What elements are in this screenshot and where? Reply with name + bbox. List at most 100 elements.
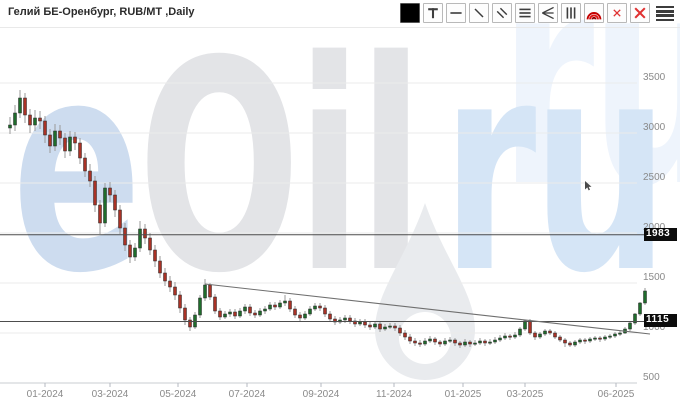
candle-body	[523, 320, 527, 330]
candle-body	[643, 290, 647, 304]
fibonacci-arcs-tool-button[interactable]	[584, 3, 604, 23]
x-axis-label: 03-2024	[92, 389, 129, 400]
text-tool-button[interactable]	[423, 3, 443, 23]
x-axis-label: 07-2024	[229, 389, 266, 400]
candle-body	[103, 187, 107, 224]
candle-body	[323, 307, 327, 315]
candle-body	[158, 260, 162, 274]
candle-body	[598, 337, 602, 340]
candle-body	[418, 342, 422, 345]
candle-body	[373, 323, 377, 328]
watermark-eoil: eOil	[12, 24, 424, 314]
mouse-cursor	[585, 181, 592, 191]
candle-body	[578, 339, 582, 343]
y-axis-label: 2500	[643, 172, 666, 183]
candle-body	[583, 339, 587, 342]
candle-body	[493, 339, 497, 343]
y-axis-label: 1500	[643, 272, 666, 283]
candle-body	[328, 313, 332, 320]
candle-body	[528, 320, 532, 334]
candle-body	[53, 130, 57, 147]
candle-body	[88, 170, 92, 182]
candle-body	[128, 244, 132, 258]
candle-body	[98, 204, 102, 224]
candle-body	[13, 112, 17, 126]
candle-body	[343, 317, 347, 321]
candle-body	[258, 310, 262, 316]
candle-body	[198, 297, 202, 316]
three-vertical-lines-icon	[566, 7, 576, 19]
candle-body	[358, 321, 362, 325]
vertical-lines-tool-button[interactable]	[561, 3, 581, 23]
candle-body	[498, 337, 502, 341]
three-horizontal-lines-icon	[519, 8, 531, 18]
x-axis-label: 11-2024	[376, 389, 412, 400]
x-axis-label: 01-2025	[445, 389, 482, 400]
candle-body	[513, 334, 517, 338]
candle-body	[263, 308, 267, 312]
candle-body	[178, 294, 182, 309]
candle-body	[408, 336, 412, 342]
trend-line	[204, 283, 651, 335]
fan-lines-tool-button[interactable]	[538, 3, 558, 23]
x-axis-label: 03-2025	[507, 389, 544, 400]
candle-body	[428, 338, 432, 342]
candle-body	[138, 228, 142, 249]
candle-body	[413, 340, 417, 344]
candle-body	[83, 157, 87, 172]
candle-body	[473, 342, 477, 345]
candle-body	[633, 313, 637, 324]
candle-body	[58, 130, 62, 139]
candle-body	[163, 272, 167, 282]
candle-body	[543, 330, 547, 335]
candle-body	[253, 312, 257, 316]
candle-body	[398, 327, 402, 334]
candle-body	[638, 302, 642, 315]
delete-all-button[interactable]	[630, 3, 650, 23]
color-swatch-button[interactable]	[400, 3, 420, 23]
candle-body	[308, 308, 312, 315]
candle-body	[553, 332, 557, 338]
watermark-ru-ghost: ru	[500, 0, 680, 251]
candle-body	[28, 114, 32, 126]
candle-body	[93, 180, 97, 206]
delete-selected-button[interactable]	[607, 3, 627, 23]
candle-body	[273, 304, 277, 308]
candle-body	[563, 339, 567, 344]
candle-body	[218, 310, 222, 318]
trend-line-tool-button[interactable]	[469, 3, 489, 23]
horizontal-line-tool-button[interactable]	[446, 3, 466, 23]
red-arcs-icon	[586, 12, 602, 20]
parallel-lines-tool-button[interactable]	[492, 3, 512, 23]
candle-body	[288, 300, 292, 310]
candle-body	[38, 117, 42, 122]
candle-body	[628, 322, 632, 330]
candle-body	[113, 194, 117, 211]
candle-body	[223, 313, 227, 318]
candle-body	[48, 134, 52, 147]
horizontal-lines-tool-button[interactable]	[515, 3, 535, 23]
candle-body	[283, 300, 287, 304]
candle-body	[203, 284, 207, 299]
candle-body	[378, 323, 382, 330]
fan-lines-icon	[542, 6, 554, 20]
candle-body	[383, 326, 387, 330]
candle-body	[393, 325, 397, 329]
text-icon	[428, 8, 438, 19]
diagonal-line-icon	[474, 8, 484, 18]
candle-body	[23, 97, 27, 116]
candle-body	[518, 328, 522, 336]
candle-body	[183, 307, 187, 321]
drawing-toolbar	[400, 3, 650, 23]
watermark-e: e	[12, 0, 142, 337]
candle-body	[243, 306, 247, 312]
hamburger-icon	[656, 6, 674, 9]
candle-body	[248, 306, 252, 314]
candle-body	[438, 341, 442, 345]
candle-body	[573, 341, 577, 346]
candle-body	[538, 333, 542, 338]
menu-button[interactable]	[656, 6, 674, 21]
y-axis-label: 3000	[643, 122, 666, 133]
y-axis-label: 500	[643, 372, 660, 383]
